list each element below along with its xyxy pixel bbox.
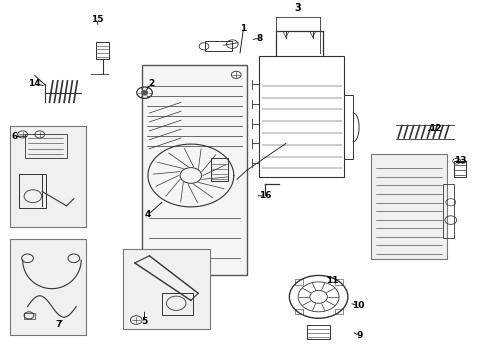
Text: 14: 14	[27, 79, 40, 88]
Bar	[96, 42, 109, 59]
Bar	[259, 56, 344, 177]
Bar	[25, 134, 66, 158]
Text: 9: 9	[356, 331, 362, 340]
Bar	[306, 325, 330, 339]
Circle shape	[141, 90, 148, 95]
Bar	[334, 279, 342, 285]
Bar	[24, 312, 35, 319]
Bar	[19, 174, 46, 208]
Text: 4: 4	[144, 210, 151, 219]
Text: 16: 16	[258, 191, 271, 200]
Bar	[142, 65, 246, 275]
Text: 3: 3	[294, 3, 301, 13]
Bar	[442, 184, 453, 238]
Bar	[122, 249, 210, 329]
Bar	[205, 41, 232, 51]
Bar	[344, 95, 352, 159]
Text: 7: 7	[55, 320, 61, 329]
Text: 6: 6	[11, 132, 18, 141]
Bar	[334, 309, 342, 314]
Bar	[294, 309, 302, 314]
Bar	[161, 293, 193, 315]
Text: 12: 12	[428, 123, 441, 132]
Text: 13: 13	[453, 156, 466, 165]
Text: 10: 10	[351, 301, 364, 310]
Bar	[211, 158, 228, 181]
Bar	[453, 161, 466, 177]
Bar	[10, 239, 86, 335]
Text: 5: 5	[141, 316, 147, 325]
Bar	[10, 126, 86, 227]
Text: 15: 15	[91, 15, 103, 24]
Text: 11: 11	[325, 275, 338, 284]
Text: 8: 8	[257, 33, 263, 42]
Text: 1: 1	[240, 23, 246, 32]
Bar	[370, 154, 446, 259]
Bar	[294, 279, 302, 285]
Text: 2: 2	[147, 79, 154, 88]
